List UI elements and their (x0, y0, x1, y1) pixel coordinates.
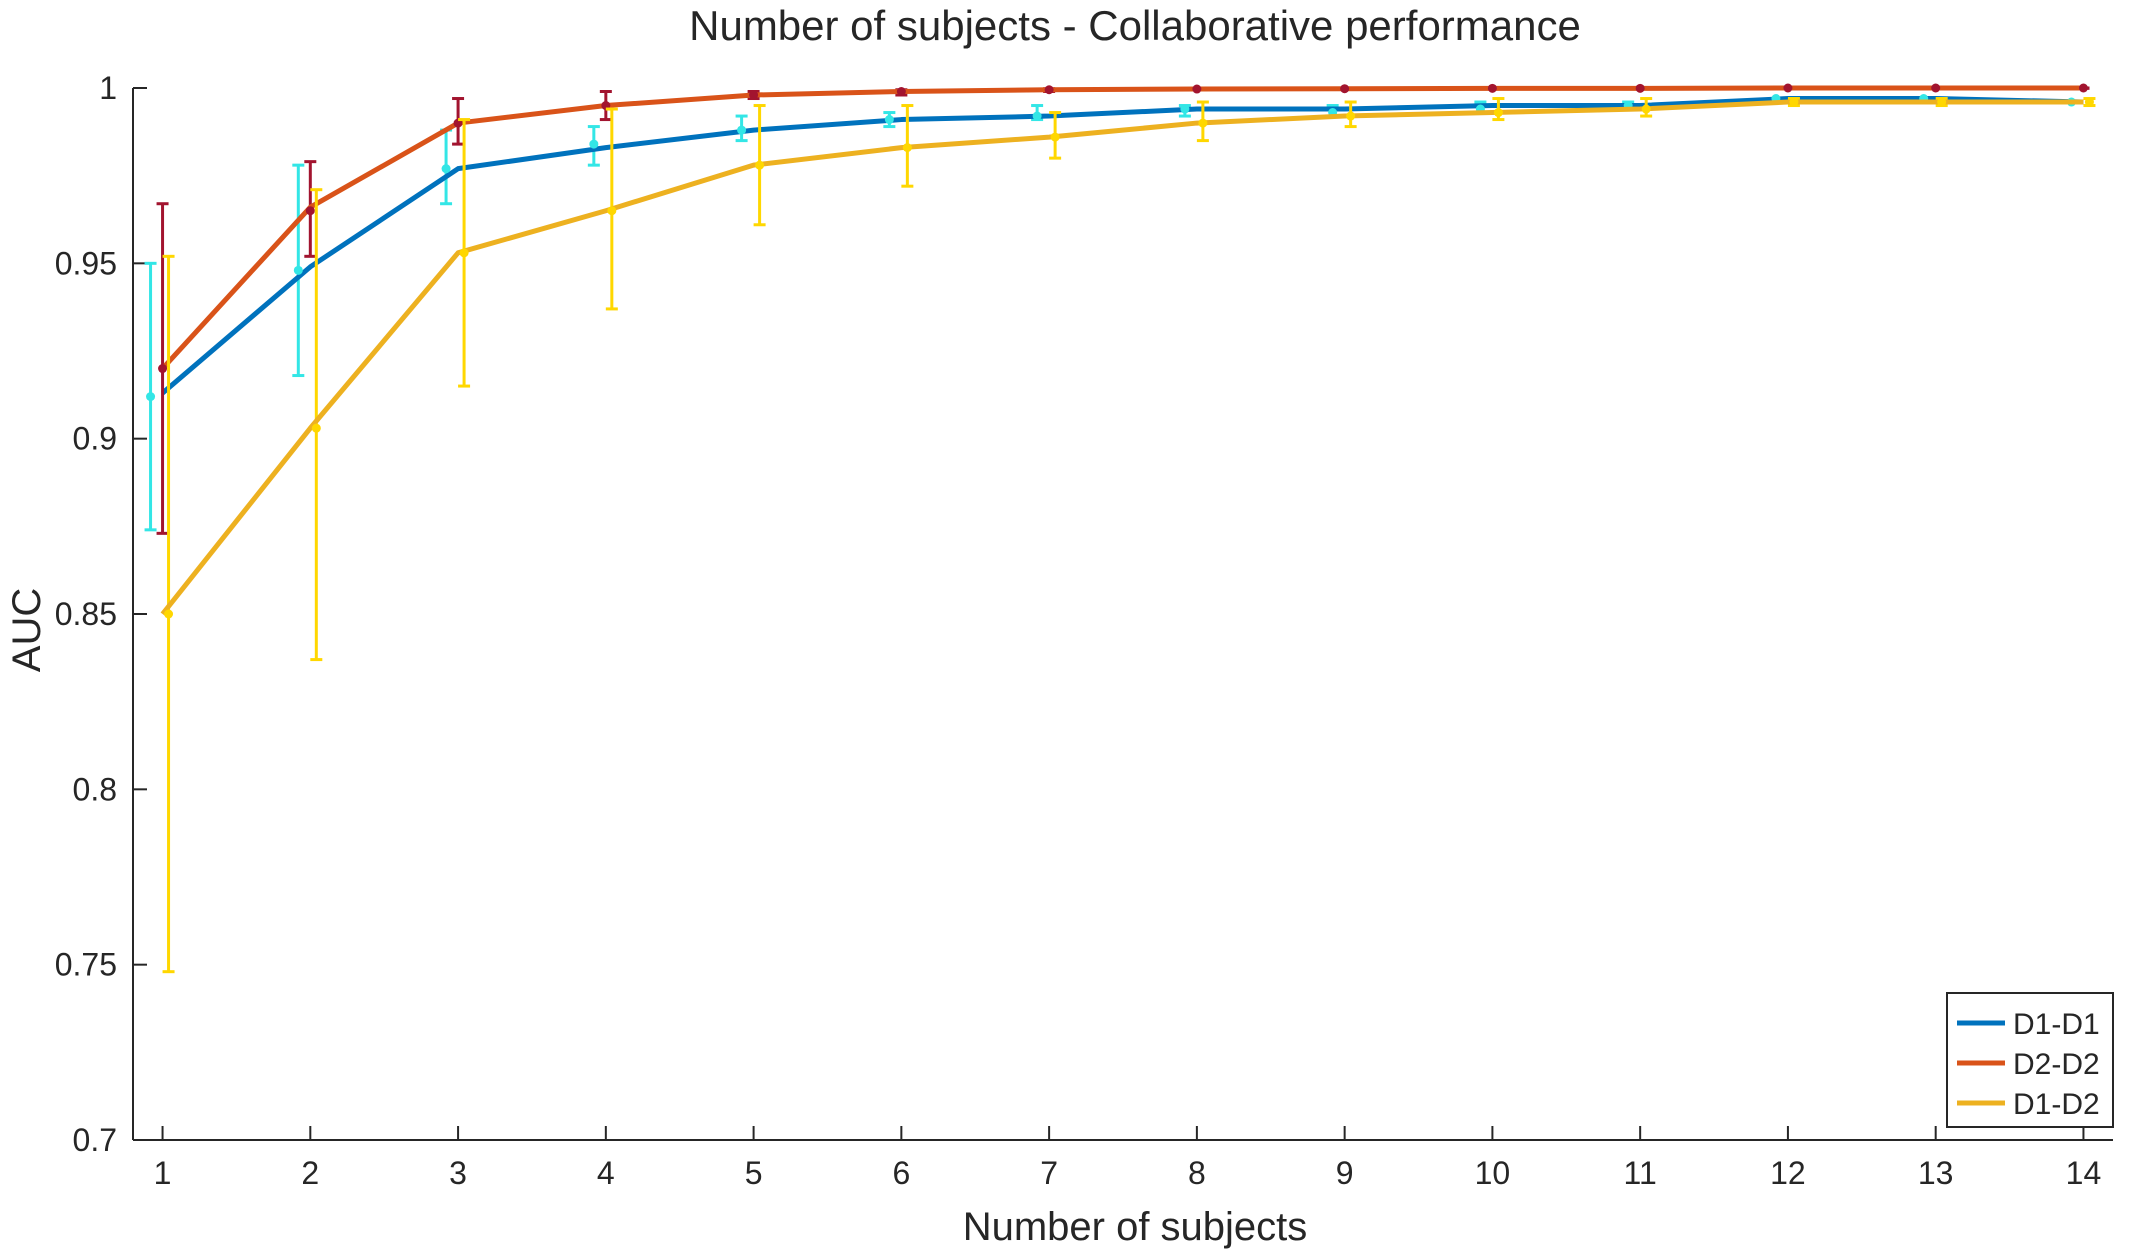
series-line (160, 99, 2084, 616)
data-point (459, 248, 469, 258)
x-tick-label: 12 (1770, 1155, 1806, 1191)
y-tick-label: 0.75 (55, 947, 117, 983)
data-point (737, 125, 747, 135)
data-point (1346, 111, 1356, 121)
x-tick-label: 5 (745, 1155, 763, 1191)
x-tick-label: 11 (1624, 1155, 1657, 1191)
data-point (1937, 97, 1947, 107)
data-point (896, 87, 906, 97)
x-tick-label: 6 (892, 1155, 910, 1191)
y-tick-label: 0.7 (73, 1122, 117, 1158)
data-point (1931, 83, 1941, 93)
chart-title: Number of subjects - Collaborative perfo… (689, 2, 1581, 49)
data-point (146, 392, 156, 402)
x-tick-label: 2 (301, 1155, 319, 1191)
data-point (1487, 83, 1497, 93)
data-point (589, 139, 599, 149)
error-bars (144, 97, 2078, 532)
data-point (1493, 108, 1503, 118)
x-tick-label: 8 (1188, 1155, 1206, 1191)
x-tick-label: 7 (1040, 1155, 1058, 1191)
data-point (158, 364, 168, 374)
error-bars (162, 97, 2096, 974)
x-tick-label: 4 (597, 1155, 615, 1191)
data-point (1192, 84, 1202, 94)
y-tick-label: 0.85 (55, 596, 117, 632)
legend: D1-D1 D2-D2 D1-D2 (1946, 992, 2114, 1128)
x-tick-label: 10 (1475, 1155, 1511, 1191)
data-point (1635, 83, 1645, 93)
x-axis-label: Number of subjects (963, 1205, 1308, 1249)
data-point (749, 90, 759, 100)
y-tick-label: 0.95 (55, 245, 117, 281)
data-point (607, 206, 617, 216)
x-tick-label: 3 (449, 1155, 467, 1191)
data-point (2084, 97, 2094, 107)
series-d1-d1 (144, 94, 2084, 532)
data-point (1198, 118, 1208, 128)
data-point (293, 265, 303, 275)
legend-label: D1-D2 (2013, 1088, 2100, 1121)
data-point (1180, 104, 1190, 114)
data-point (1032, 111, 1042, 121)
x-tick-label: 9 (1336, 1155, 1354, 1191)
series-line (160, 96, 2084, 395)
x-tick-label: 1 (154, 1155, 172, 1191)
data-point (1783, 83, 1793, 93)
series-line (160, 85, 2084, 371)
data-point (441, 164, 451, 174)
data-point (755, 160, 765, 170)
y-axis-label: AUC (5, 588, 49, 672)
data-point (1050, 132, 1060, 142)
series-d2-d2 (156, 83, 2090, 535)
legend-label: D1-D1 (2013, 1008, 2100, 1041)
plot-area: 1 2 3 4 5 6 7 8 9 10 11 12 13 140.70.750.80.850.90.95… (55, 70, 2113, 1191)
data-point (902, 143, 912, 153)
legend-label: D2-D2 (2013, 1048, 2100, 1081)
data-point (1789, 97, 1799, 107)
data-point (1641, 104, 1651, 114)
y-tick-label: 0.8 (73, 771, 117, 807)
y-tick-label: 1 (99, 70, 117, 106)
y-tick-label: 0.9 (73, 421, 117, 457)
series-d1-d2 (160, 97, 2096, 974)
x-tick-label: 14 (2066, 1155, 2102, 1191)
data-point (2078, 83, 2088, 93)
data-point (305, 206, 315, 216)
data-point (164, 609, 174, 619)
data-point (311, 423, 321, 433)
x-tick-label: 13 (1918, 1155, 1954, 1191)
data-point (1044, 85, 1054, 95)
data-point (884, 115, 894, 125)
data-point (1340, 84, 1350, 94)
